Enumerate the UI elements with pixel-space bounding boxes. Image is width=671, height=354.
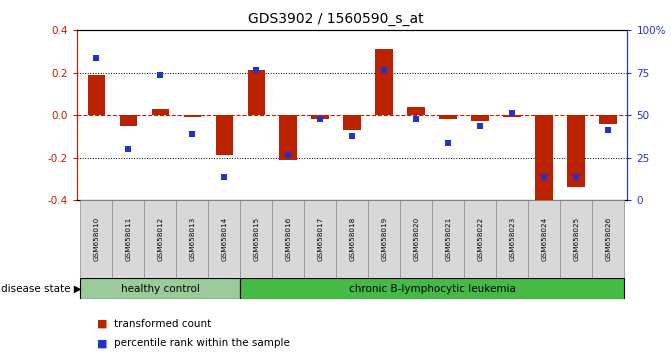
Text: GSM658016: GSM658016	[285, 217, 291, 261]
Text: transformed count: transformed count	[114, 319, 211, 329]
Text: GSM658017: GSM658017	[317, 217, 323, 261]
Text: GSM658015: GSM658015	[254, 217, 259, 261]
Bar	[184, 115, 201, 117]
Text: GDS3902 / 1560590_s_at: GDS3902 / 1560590_s_at	[248, 12, 423, 27]
Bar	[272, 200, 304, 278]
Bar	[311, 115, 329, 119]
Bar	[240, 278, 624, 299]
Text: GSM658013: GSM658013	[189, 217, 195, 261]
Bar	[401, 200, 432, 278]
Text: GSM658014: GSM658014	[221, 217, 227, 261]
Text: chronic B-lymphocytic leukemia: chronic B-lymphocytic leukemia	[349, 284, 516, 293]
Bar	[592, 200, 624, 278]
Bar	[503, 115, 521, 117]
Bar	[208, 200, 240, 278]
Bar	[599, 115, 617, 124]
Text: ■: ■	[97, 319, 108, 329]
Bar	[87, 75, 105, 115]
Bar	[119, 115, 137, 126]
Text: GSM658024: GSM658024	[541, 217, 548, 261]
Bar	[368, 200, 401, 278]
Text: ■: ■	[97, 338, 108, 348]
Text: GSM658022: GSM658022	[477, 217, 483, 261]
Bar	[152, 109, 169, 115]
Text: GSM658011: GSM658011	[125, 217, 132, 261]
Bar	[528, 200, 560, 278]
Bar	[535, 115, 553, 204]
Bar	[304, 200, 336, 278]
Text: GSM658023: GSM658023	[509, 217, 515, 261]
Bar	[568, 115, 585, 187]
Bar	[81, 278, 240, 299]
Text: GSM658021: GSM658021	[446, 217, 451, 261]
Text: disease state ▶: disease state ▶	[1, 284, 82, 293]
Bar	[248, 70, 265, 115]
Text: GSM658010: GSM658010	[93, 217, 99, 261]
Text: GSM658020: GSM658020	[413, 217, 419, 261]
Bar	[472, 115, 489, 121]
Bar	[240, 200, 272, 278]
Bar	[215, 115, 233, 155]
Bar	[112, 200, 144, 278]
Bar	[440, 115, 457, 119]
Bar	[176, 200, 208, 278]
Text: percentile rank within the sample: percentile rank within the sample	[114, 338, 290, 348]
Bar	[336, 200, 368, 278]
Text: GSM658025: GSM658025	[573, 217, 579, 261]
Bar	[560, 200, 592, 278]
Bar	[464, 200, 497, 278]
Bar	[432, 200, 464, 278]
Text: GSM658018: GSM658018	[350, 217, 355, 261]
Text: GSM658026: GSM658026	[605, 217, 611, 261]
Text: GSM658012: GSM658012	[157, 217, 163, 261]
Bar	[280, 115, 297, 160]
Bar	[376, 49, 393, 115]
Bar	[344, 115, 361, 130]
Bar	[144, 200, 176, 278]
Bar	[407, 107, 425, 115]
Text: GSM658019: GSM658019	[381, 217, 387, 261]
Text: healthy control: healthy control	[121, 284, 200, 293]
Bar	[81, 200, 112, 278]
Bar	[497, 200, 528, 278]
